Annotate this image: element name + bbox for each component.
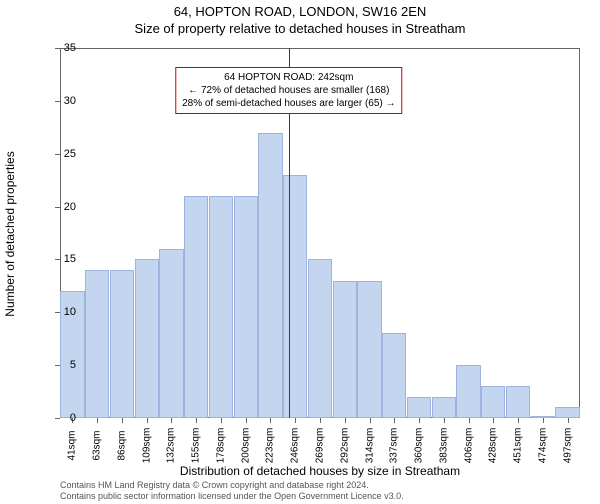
xtick-label: 269sqm [315,428,326,464]
xtick-label: 132sqm [166,428,177,464]
xtick-mark [270,418,271,423]
ytick-label: 10 [64,306,76,318]
bar [481,386,505,418]
xtick-label: 428sqm [488,428,499,464]
bar [382,333,406,418]
y-axis-label: Number of detached properties [3,151,17,316]
chart-title-line2: Size of property relative to detached ho… [0,21,600,36]
bar [209,196,233,418]
bar [506,386,530,418]
ytick-label: 0 [70,412,76,424]
bar [308,259,332,418]
xtick-label: 63sqm [92,430,103,460]
xtick-label: 246sqm [290,428,301,464]
xtick-mark [171,418,172,423]
bar [159,249,183,418]
footer-attribution: Contains HM Land Registry data © Crown c… [60,480,404,502]
xtick-mark [221,418,222,423]
ytick-mark [55,207,60,208]
bar [357,281,381,418]
xtick-mark [493,418,494,423]
ytick-label: 15 [64,253,76,265]
annotation-line2: ← 72% of detached houses are smaller (16… [182,84,395,97]
ytick-mark [55,418,60,419]
xtick-mark [345,418,346,423]
xtick-label: 360sqm [414,428,425,464]
footer-line2: Contains public sector information licen… [60,491,404,502]
xtick-mark [469,418,470,423]
xtick-mark [444,418,445,423]
xtick-mark [147,418,148,423]
xtick-label: 337sqm [389,428,400,464]
ytick-mark [55,259,60,260]
xtick-label: 200sqm [240,428,251,464]
chart-title-line1: 64, HOPTON ROAD, LONDON, SW16 2EN [0,4,600,19]
xtick-label: 86sqm [116,430,127,460]
bar [110,270,134,418]
xtick-label: 383sqm [438,428,449,464]
annotation-box: 64 HOPTON ROAD: 242sqm← 72% of detached … [175,67,402,114]
xtick-mark [394,418,395,423]
xtick-mark [97,418,98,423]
xtick-mark [122,418,123,423]
xtick-label: 41sqm [67,430,78,460]
bar [407,397,431,418]
xtick-label: 314sqm [364,428,375,464]
xtick-mark [246,418,247,423]
xtick-label: 223sqm [265,428,276,464]
bar [456,365,480,418]
xtick-label: 178sqm [215,428,226,464]
xtick-mark [543,418,544,423]
xtick-label: 406sqm [463,428,474,464]
xtick-label: 474sqm [537,428,548,464]
annotation-line3: 28% of semi-detached houses are larger (… [182,97,395,110]
xtick-mark [370,418,371,423]
bar [432,397,456,418]
annotation-line1: 64 HOPTON ROAD: 242sqm [182,71,395,84]
ytick-label: 5 [70,359,76,371]
plot-area: 41sqm63sqm86sqm109sqm132sqm155sqm178sqm2… [60,48,580,418]
xtick-mark [295,418,296,423]
footer-line1: Contains HM Land Registry data © Crown c… [60,480,404,491]
xtick-label: 497sqm [562,428,573,464]
xtick-mark [196,418,197,423]
bar [333,281,357,418]
ytick-mark [55,101,60,102]
xtick-mark [320,418,321,423]
ytick-label: 35 [64,42,76,54]
xtick-mark [419,418,420,423]
bar [555,407,579,418]
bar [135,259,159,418]
xtick-mark [518,418,519,423]
ytick-mark [55,154,60,155]
xtick-label: 292sqm [339,428,350,464]
xtick-label: 155sqm [191,428,202,464]
x-axis-label: Distribution of detached houses by size … [180,464,460,478]
ytick-mark [55,48,60,49]
ytick-label: 25 [64,148,76,160]
ytick-label: 20 [64,201,76,213]
bar [283,175,307,418]
ytick-label: 30 [64,95,76,107]
xtick-label: 451sqm [513,428,524,464]
bar [85,270,109,418]
bar [234,196,258,418]
xtick-mark [568,418,569,423]
bar [184,196,208,418]
bar [258,133,282,418]
xtick-label: 109sqm [141,428,152,464]
